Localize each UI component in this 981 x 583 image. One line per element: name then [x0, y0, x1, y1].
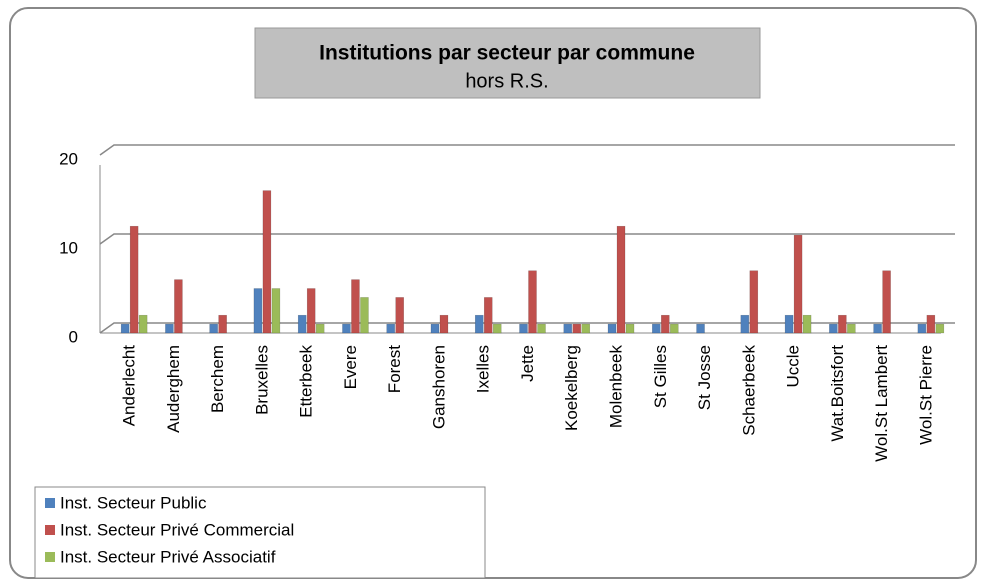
- bar: [873, 323, 882, 334]
- chart-subtitle: hors R.S.: [465, 70, 548, 92]
- bar: [395, 297, 404, 334]
- bar: [165, 323, 174, 334]
- x-tick-label: Evere: [341, 345, 360, 389]
- legend-label: Inst. Secteur Privé Associatif: [60, 547, 276, 566]
- x-tick-label: Auderghem: [164, 345, 183, 433]
- bar: [696, 323, 705, 334]
- x-tick-label: Schaerbeek: [739, 345, 758, 436]
- x-tick-label: Wat.Boitsfort: [828, 345, 847, 442]
- x-tick-label: Berchem: [208, 345, 227, 413]
- bar: [271, 288, 281, 334]
- x-tick-label: St Gilles: [651, 345, 670, 408]
- bar: [652, 323, 661, 334]
- chart-title: Institutions par secteur par commune: [319, 42, 695, 65]
- bar: [218, 314, 227, 334]
- bar: [607, 323, 617, 334]
- y-tick-label: 20: [59, 149, 78, 168]
- bar: [793, 234, 803, 334]
- bar: [360, 297, 369, 334]
- bar: [563, 323, 573, 334]
- x-tick-label: Wol.St Pierre: [916, 345, 935, 445]
- x-tick-label: Anderlecht: [120, 345, 139, 427]
- bar: [297, 314, 307, 334]
- bar: [740, 314, 750, 334]
- bar: [120, 323, 130, 334]
- legend-label: Inst. Secteur Privé Commercial: [60, 520, 294, 539]
- bar: [847, 323, 856, 334]
- bar: [262, 190, 272, 334]
- x-tick-label: Etterbeek: [297, 345, 316, 418]
- bar: [572, 323, 582, 334]
- x-tick-label: Koekelberg: [562, 345, 581, 431]
- bar: [253, 288, 263, 334]
- chart-border: [9, 7, 977, 579]
- grid-line: [99, 144, 955, 156]
- bar: [174, 279, 183, 334]
- bar: [616, 225, 626, 334]
- bar: [749, 270, 759, 334]
- legend-label: Inst. Secteur Public: [60, 493, 207, 512]
- bar: [926, 314, 936, 334]
- x-tick-label: Jette: [518, 345, 537, 382]
- x-tick-label: Bruxelles: [252, 345, 271, 415]
- x-tick-label: Molenbeek: [607, 345, 626, 429]
- x-tick-label: Uccle: [784, 345, 803, 388]
- x-tick-label: Ganshoren: [429, 345, 448, 429]
- bar: [351, 279, 360, 334]
- x-tick-label: Ixelles: [474, 345, 493, 393]
- bar: [209, 323, 218, 334]
- bar: [528, 270, 537, 334]
- bar: [935, 323, 945, 334]
- bar: [138, 314, 148, 334]
- bar: [917, 323, 927, 334]
- grid-line: [99, 233, 955, 245]
- bar: [519, 323, 528, 334]
- bar: [882, 270, 891, 334]
- bar: [492, 323, 502, 334]
- bar: [315, 323, 325, 334]
- bar: [784, 314, 794, 334]
- bar: [430, 323, 440, 334]
- bar: [802, 314, 812, 334]
- bar: [342, 323, 351, 334]
- title-box: [254, 27, 761, 99]
- bar: [829, 323, 838, 334]
- x-tick-label: Wol.St Lambert: [872, 345, 891, 462]
- bar: [129, 225, 139, 334]
- legend-swatch: [45, 552, 55, 562]
- bar: [439, 314, 449, 334]
- bar: [386, 323, 395, 334]
- bar: [483, 297, 493, 334]
- y-tick-label: 10: [59, 238, 78, 257]
- bar: [661, 314, 670, 334]
- bar: [581, 323, 591, 334]
- bar: [306, 288, 316, 334]
- bar: [625, 323, 635, 334]
- bar: [838, 314, 847, 334]
- legend-swatch: [45, 498, 55, 508]
- legend-box: [34, 486, 486, 579]
- legend-swatch: [45, 525, 55, 535]
- bar: [474, 314, 484, 334]
- x-tick-label: Forest: [385, 345, 404, 393]
- bar: [537, 323, 546, 334]
- y-tick-label: 0: [69, 327, 78, 346]
- grid-line: [99, 322, 955, 334]
- bar: [670, 323, 679, 334]
- x-tick-label: St Josse: [695, 345, 714, 410]
